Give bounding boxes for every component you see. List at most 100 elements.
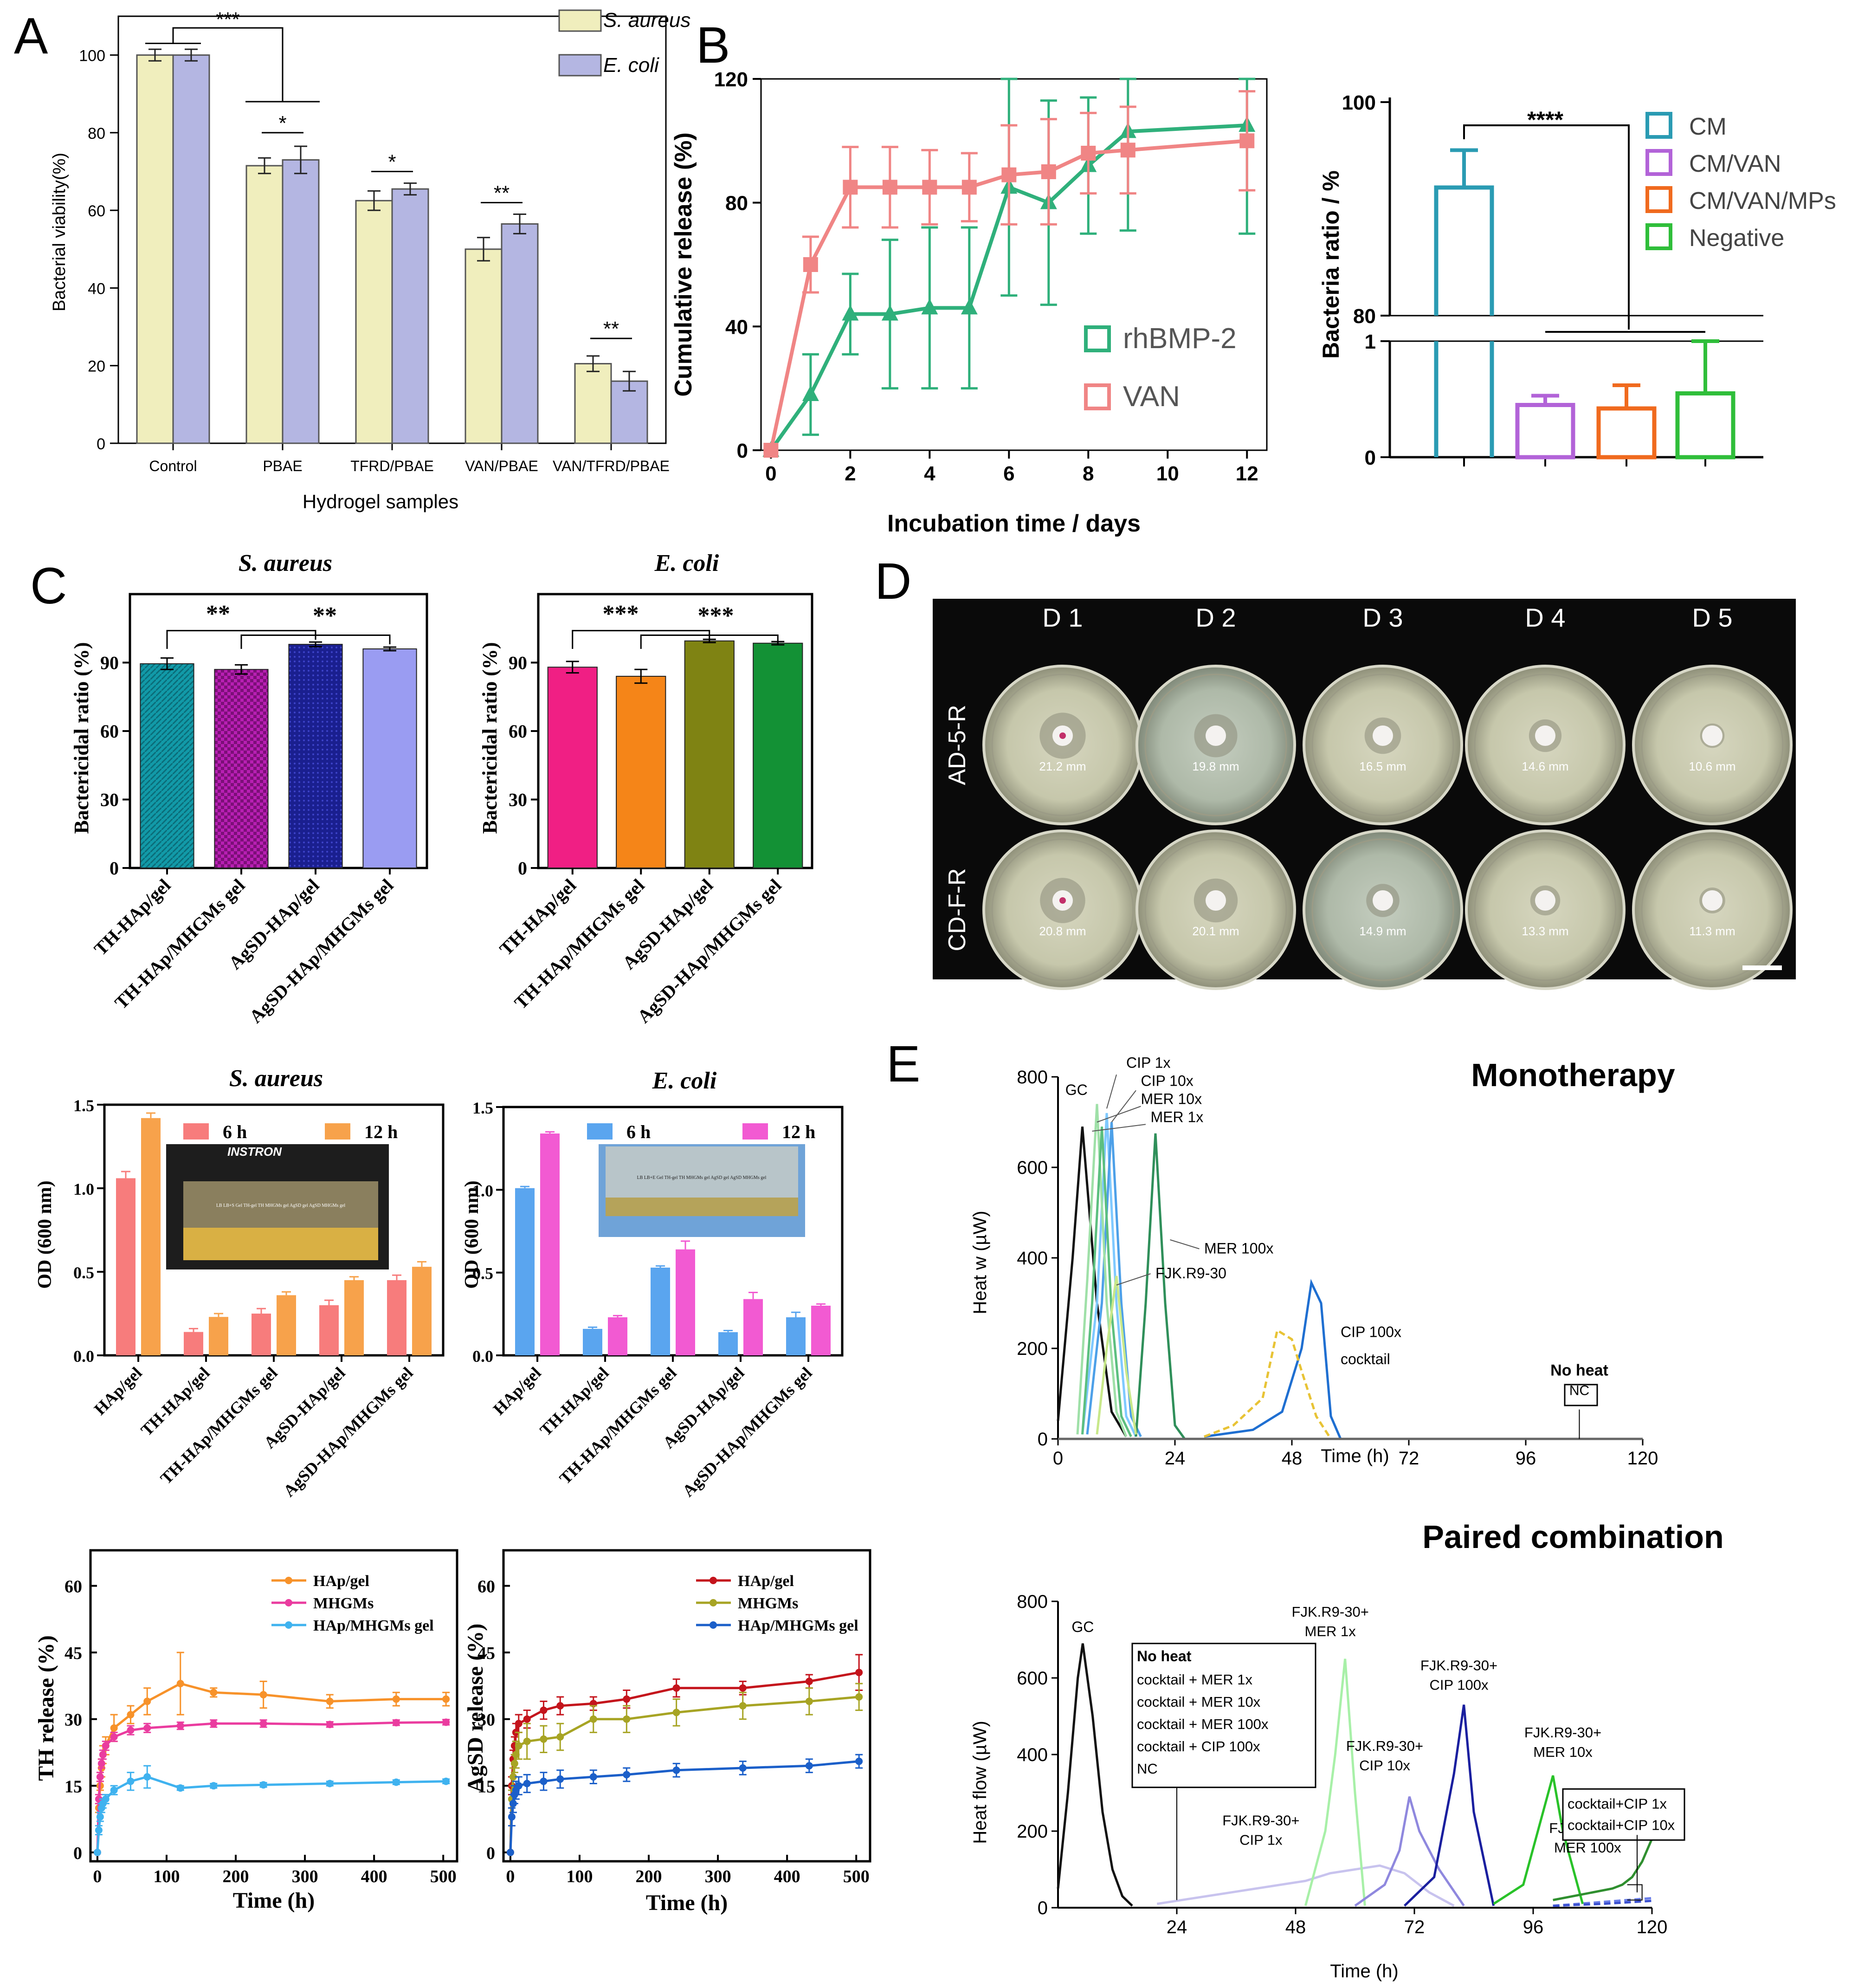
C-bottom-left-point-mhgms-120: [176, 1722, 184, 1730]
b-xtick-label-8: 8: [1083, 462, 1094, 485]
legend-swatch-s-aureus: [558, 9, 602, 32]
C-bottom-right-point-hap-gel-168: [623, 1695, 631, 1703]
C-mid-right-xtick-label-hap-gel: HAp/gel: [490, 1363, 545, 1418]
C-bottom-right-point-mhgms-72: [556, 1733, 564, 1741]
C-mid-right-xtick-label-th-hap-mhgms-gel: TH-HAp/MHGMs gel: [556, 1363, 680, 1488]
d-dish-rim-ad-5-r-3: [1474, 673, 1617, 816]
C-bottom-right-point-hap-gel-504: [855, 1669, 863, 1677]
d-dish-rim-cd-f-r-3: [1474, 838, 1617, 981]
panel-label-B: B: [696, 17, 730, 74]
C-bottom-right-point-hap-gel-48: [540, 1706, 548, 1714]
br-bar-cm: [1434, 185, 1494, 457]
C-top-left-bar-th-hap-gel: [140, 663, 194, 869]
C-bottom-right-point-hap-mhgms-gel-504: [855, 1757, 863, 1765]
b-point-van-2: [843, 180, 858, 195]
et-ann-cip-10x: CIP 10x: [1141, 1073, 1194, 1089]
legend-swatch-12h-ecoli: [742, 1123, 768, 1140]
C-mid-left-bar-12-h-th-hap-mhgms-gel: [277, 1295, 296, 1355]
C-bottom-right-point-mhgms-432: [805, 1697, 813, 1705]
E-top-xtick-label-24: 24: [1165, 1448, 1186, 1469]
b-point-van-1: [803, 257, 818, 272]
C-bottom-left-point-hap-mhgms-gel-0: [93, 1848, 101, 1856]
C-bottom-left-point-hap-gel-72: [143, 1697, 151, 1705]
b-point-rhbmp-2-4: [921, 298, 938, 315]
legend-swatch-12h: [325, 1123, 350, 1140]
br-sig-bracket: [1463, 124, 1705, 333]
et-ann-cip-1x: CIP 1x: [1126, 1055, 1170, 1071]
legend-label-cm: CM: [1689, 113, 1727, 140]
a-ytick-label-100: 100: [79, 47, 105, 65]
C-bottom-left-xtick-label-0: 0: [93, 1867, 102, 1886]
C-bottom-left-point-mhgms-240: [259, 1720, 267, 1728]
et-ann-gc: GC: [1065, 1081, 1088, 1098]
C-mid-right-xtick-label-agsd-hap-mhgms-gel: AgSD-HAp/MHGMs gel: [679, 1363, 816, 1500]
C-bottom-left-ytick-label-30: 30: [65, 1710, 82, 1730]
chart-C-top-left-title: S. aureus: [239, 550, 332, 576]
panel-label-C: C: [30, 557, 67, 615]
C-mid-right-bar-6-h-agsd-hap-gel: [718, 1332, 738, 1355]
panel-label-E: E: [886, 1036, 920, 1093]
C-bottom-left-point-mhgms-72: [143, 1724, 151, 1732]
C-mid-left-err-6-h-agsd-hap-mhgms-gel: [392, 1274, 401, 1280]
br-err-negative: [1691, 339, 1719, 394]
C-mid-left-ytick-label-0.5: 0.5: [73, 1263, 94, 1282]
d-disk-ad-5-r-4: [1702, 725, 1723, 746]
C-bottom-right-point-hap-mhgms-gel-120: [589, 1773, 597, 1781]
legend-label-cm-van-mps: CM/VAN/MPs: [1689, 188, 1836, 214]
chart-C-mid-left-title: S. aureus: [229, 1065, 323, 1092]
d-zone-label-ad-5-r-2: 16.5 mm: [1359, 759, 1406, 773]
chart-A-legend: S. aureus E. coli: [558, 9, 690, 77]
br-err-cm-van-mps: [1613, 383, 1640, 408]
eb-lead-cocktail: [1627, 1835, 1643, 1901]
legend-swatch-cm-van-mps: [1645, 186, 1672, 213]
C-bottom-right-point-mhgms-168: [623, 1715, 631, 1723]
C-bottom-left-xtick-label-100: 100: [153, 1867, 180, 1886]
E-bottom-ytick-label-600: 600: [1017, 1668, 1048, 1689]
d-zone-label-cd-f-r-0: 20.8 mm: [1039, 924, 1086, 938]
C-bottom-left-point-hap-mhgms-gel-24: [110, 1786, 118, 1794]
C-bottom-left-point-hap-gel-168: [210, 1689, 218, 1697]
E-bottom-line-fjk-r9-30-cip-1x: [1156, 1864, 1455, 1907]
b-point-van-3: [882, 180, 897, 195]
C-bottom-right-line-mhgms: [509, 1696, 859, 1852]
C-top-right-bar-agsd-hap-mhgms-gel: [753, 642, 803, 869]
chart-B-left-xlabel: Incubation time / days: [887, 510, 1141, 537]
C-mid-left-bar-6-h-th-hap-mhgms-gel: [252, 1314, 271, 1355]
d-zone-label-cd-f-r-2: 14.9 mm: [1359, 924, 1406, 938]
C-bottom-right-legend-marker-hap-mhgms-gel: [710, 1621, 717, 1629]
C-bottom-right-point-hap-mhgms-gel-72: [556, 1775, 564, 1783]
C-bottom-right-point-mhgms-6: [510, 1760, 518, 1768]
chart-C-bottom-right-legend: HAp/gel MHGMs HAp/MHGMs gel: [696, 1573, 858, 1634]
C-bottom-right-ytick-label-15: 15: [477, 1777, 495, 1796]
eb-ann-fjk-mer100-b: MER 100x: [1554, 1839, 1621, 1856]
C-bottom-left-point-hap-mhgms-gel-48: [127, 1777, 135, 1785]
chart-A-ylabel: Bacterial viability(%): [50, 153, 69, 311]
eb-ann-fjk-mer10-b: MER 10x: [1533, 1744, 1593, 1760]
C-top-right-bracket-b: [640, 635, 779, 649]
C-bottom-left-point-mhgms-12: [102, 1742, 110, 1750]
C-bottom-left-point-hap-mhgms-gel-4: [96, 1813, 104, 1821]
E-bottom-ytick-label-0: 0: [1038, 1898, 1048, 1918]
C-bottom-right-point-hap-gel-12: [515, 1720, 523, 1728]
C-bottom-right-point-hap-mhgms-gel-12: [515, 1782, 523, 1790]
C-mid-left-xtick-label-agsd-hap-mhgms-gel: AgSD-HAp/MHGMs gel: [280, 1363, 417, 1500]
E-top-line-cip-100x: [1204, 1279, 1342, 1439]
C-bottom-right-xtick-label-0: 0: [506, 1867, 515, 1886]
scale-bar: [1742, 965, 1782, 970]
chart-C-bottom-right-ylabel: AgSD release (%): [463, 1624, 488, 1793]
C-bottom-right-point-mhgms-24: [523, 1737, 531, 1745]
C-bottom-left-point-hap-gel-336: [326, 1697, 334, 1705]
chart-B-right-legend: CM CM/VAN CM/VAN/MPs Negative: [1645, 112, 1836, 252]
C-mid-left-xtick-label-hap-gel: HAp/gel: [90, 1363, 146, 1418]
C-bottom-right-xtick-label-300: 300: [705, 1867, 731, 1886]
b-point-van-8: [1081, 146, 1096, 161]
C-mid-right-ytick-label-0.5: 0.5: [472, 1264, 493, 1283]
a-pair-sig-3: **: [603, 317, 619, 340]
a-bar-e-coli-van-pbae: [501, 223, 539, 444]
C-mid-right-err-6-h-th-hap-gel: [588, 1326, 597, 1329]
C-bottom-left-legend-marker-hap-gel: [285, 1577, 292, 1584]
eb-ann-cocktail-cip10: cocktail+CIP 10x: [1568, 1817, 1675, 1833]
